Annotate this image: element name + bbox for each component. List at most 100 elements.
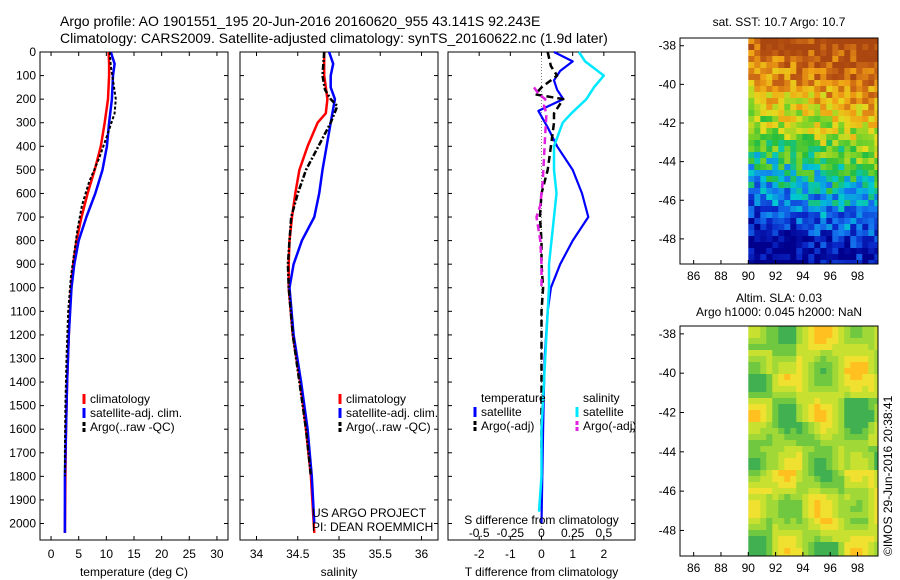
sst-map-cell — [874, 110, 879, 117]
sst-map-cell — [796, 134, 803, 141]
sst-map-cell — [754, 134, 761, 141]
sst-map-cell — [844, 182, 851, 189]
sst-map-cell — [796, 176, 803, 183]
sla-map-cell — [790, 494, 797, 501]
sst-map-cell — [856, 206, 863, 213]
sla-map-cell — [796, 494, 803, 501]
sst-map-cell — [802, 116, 809, 123]
sla-map-cell — [796, 422, 803, 429]
sst-map-cell — [784, 98, 791, 105]
sst-map-cell — [826, 80, 833, 87]
sst-map-cell — [784, 242, 791, 249]
sst-map-cell — [802, 254, 809, 261]
sla-map-cell — [784, 518, 791, 525]
sst-map-cell — [754, 56, 761, 63]
diff-legend-title-salinity: salinity — [583, 391, 620, 405]
sst-map-cell — [814, 224, 821, 231]
sla-map-cell — [820, 530, 827, 537]
sla-map-cell — [868, 482, 875, 489]
sst-map-cell — [766, 182, 773, 189]
sla-map-cell — [820, 488, 827, 495]
sst-map-cell — [826, 98, 833, 105]
sla-map-cell — [802, 548, 809, 555]
panel-frame-2 — [239, 51, 439, 541]
diff-legend-title-temperature: temperature — [481, 391, 546, 405]
sla-map-cell — [820, 356, 827, 363]
sla-map-cell — [820, 524, 827, 531]
sst-map-cell — [868, 68, 875, 75]
sla-map-cell — [772, 482, 779, 489]
sla-map-cell — [796, 530, 803, 537]
sla-map-cell — [766, 416, 773, 423]
sst-map-cell — [778, 128, 785, 135]
sla-map-cell — [874, 524, 879, 531]
sla-map-cell — [766, 554, 773, 557]
sst-map-cell — [796, 242, 803, 249]
sst-map-cell — [808, 140, 815, 147]
sst-map-cell — [754, 110, 761, 117]
sla-map-cell — [844, 512, 851, 519]
sst-map-cell — [868, 182, 875, 189]
sla-map-cell — [850, 392, 857, 399]
sst-map-cell — [808, 50, 815, 57]
sla-map-cell — [832, 350, 839, 357]
sla-map-cell — [826, 548, 833, 555]
sst-map-cell — [814, 50, 821, 57]
sst-map-cell — [838, 218, 845, 225]
sst-map-cell — [778, 104, 785, 111]
sla-map-cell — [856, 440, 863, 447]
sla-map-cell — [868, 440, 875, 447]
sst-map-cell — [838, 164, 845, 171]
sst-map-cell — [832, 68, 839, 75]
sla-map-cell — [850, 422, 857, 429]
sst-map-cell — [796, 62, 803, 69]
temperature-line-2 — [63, 51, 116, 533]
sst-map-cell — [778, 68, 785, 75]
sla-map-cell — [874, 476, 879, 483]
sst-map-cell — [766, 86, 773, 93]
salinity-axis-tick-label: 36 — [415, 547, 429, 561]
sla-map-cell — [844, 440, 851, 447]
sla-map-cell — [772, 398, 779, 405]
sst-map-cell — [808, 158, 815, 165]
sst-map-cell — [814, 56, 821, 63]
sla-map-cell — [802, 458, 809, 465]
sla-map-cell — [814, 494, 821, 501]
sst-map-cell — [856, 260, 863, 265]
sst-map-cell — [814, 86, 821, 93]
sla-map-cell — [832, 518, 839, 525]
sla-map-cell — [802, 386, 809, 393]
sla-map-cell — [868, 464, 875, 471]
sst-map-cell — [748, 104, 755, 111]
sst-map-cell — [826, 194, 833, 201]
sla-map-cell — [874, 344, 879, 351]
sla-map-cell — [796, 380, 803, 387]
sst-map-cell — [796, 188, 803, 195]
sst-map-cell — [832, 218, 839, 225]
sla-map-cell — [796, 404, 803, 411]
sla-map-cell — [832, 446, 839, 453]
sla-map-cell — [796, 542, 803, 549]
sla-map-cell — [838, 446, 845, 453]
sla-map-cell — [772, 512, 779, 519]
sst-map-cell — [826, 248, 833, 255]
sla-map-cell — [790, 428, 797, 435]
sst-map-cell — [856, 248, 863, 255]
sla-map-cell — [814, 422, 821, 429]
sst-map-cell — [832, 104, 839, 111]
sst-map-cell — [814, 74, 821, 81]
sla-map-cell — [820, 434, 827, 441]
sla-map-cell — [868, 344, 875, 351]
sla-map-cell — [862, 440, 869, 447]
sla-map-cell — [862, 488, 869, 495]
sst-map-cell — [754, 224, 761, 231]
sla-map-cell — [826, 476, 833, 483]
sla-map-cell — [808, 386, 815, 393]
sla-map-cell — [862, 482, 869, 489]
sla-map-cell — [862, 404, 869, 411]
sst-map-cell — [802, 98, 809, 105]
sst-map-cell — [820, 218, 827, 225]
sla-map-cell — [814, 488, 821, 495]
sla-map-cell — [808, 482, 815, 489]
sst-map-cell — [862, 110, 869, 117]
